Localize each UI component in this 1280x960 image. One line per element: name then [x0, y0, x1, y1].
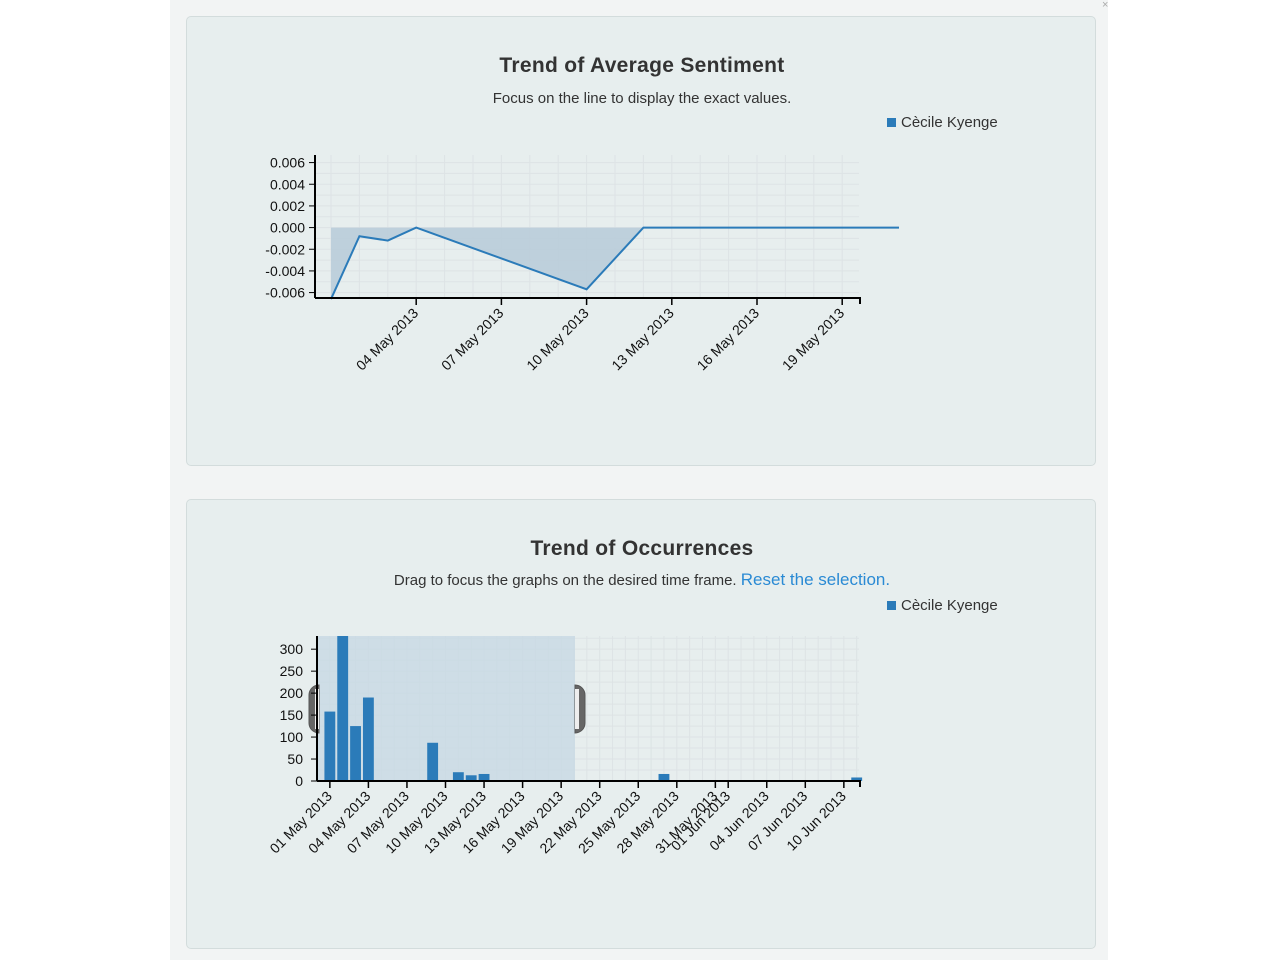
y-tick-label: -0.004: [265, 263, 305, 279]
legend-label: Cècile Kyenge: [901, 114, 998, 131]
occurrence-bar[interactable]: [324, 711, 336, 781]
occurrence-bar[interactable]: [427, 742, 439, 781]
y-tick-label: 0.002: [270, 198, 305, 214]
occurrences-chart-title: Trend of Occurrences: [530, 537, 754, 560]
y-tick-label: 0.000: [270, 220, 305, 236]
y-tick-label: 300: [280, 641, 304, 657]
corner-mark: ×: [1102, 0, 1109, 11]
occurrence-bar[interactable]: [478, 773, 490, 781]
legend-label: Cècile Kyenge: [901, 597, 998, 614]
y-tick-label: 0.004: [270, 176, 305, 192]
occurrence-bar[interactable]: [465, 775, 477, 781]
y-tick-label: 100: [280, 729, 304, 745]
y-tick-label: -0.002: [265, 241, 305, 257]
occurrence-bar[interactable]: [658, 773, 670, 781]
y-tick-label: 150: [280, 707, 304, 723]
right-brush-handle-grip[interactable]: [575, 689, 579, 729]
y-tick-label: -0.006: [265, 285, 305, 301]
occurrences-legend[interactable]: Cècile Kyenge: [887, 597, 998, 614]
occurrence-bar[interactable]: [851, 777, 863, 781]
occurrence-bar[interactable]: [337, 636, 349, 781]
sentiment-legend[interactable]: Cècile Kyenge: [887, 114, 998, 131]
sentiment-panel: Trend of Average Sentiment Focus on the …: [186, 16, 1096, 466]
x-tick-label: 10 May 2013: [523, 305, 592, 374]
y-tick-label: 0: [295, 773, 303, 789]
y-tick-label: 0.006: [270, 155, 305, 171]
x-tick-label: 04 May 2013: [353, 305, 422, 374]
occurrences-chart-subtitle: Drag to focus the graphs on the desired …: [187, 570, 1097, 590]
occurrence-bar[interactable]: [452, 772, 464, 781]
occurrences-subtitle-text: Drag to focus the graphs on the desired …: [393, 572, 737, 589]
occurrences-panel: Trend of Occurrences Drag to focus the g…: [186, 499, 1096, 949]
occurrence-bar[interactable]: [362, 697, 374, 781]
y-tick-label: 200: [280, 685, 304, 701]
occurrence-bar[interactable]: [350, 726, 361, 781]
legend-swatch: [887, 601, 896, 610]
sentiment-chart-title: Trend of Average Sentiment: [499, 54, 785, 77]
x-tick-label: 16 May 2013: [694, 305, 763, 374]
sentiment-chart[interactable]: -0.006 -0.004 -0.002 0.000 0.002 0.004 0.006 04…: [187, 17, 1097, 467]
y-tick-label: 50: [287, 751, 303, 767]
x-tick-label: 13 May 2013: [608, 305, 677, 374]
x-tick-label: 07 May 2013: [438, 305, 507, 374]
legend-swatch: [887, 118, 896, 127]
reset-selection-link[interactable]: Reset the selection.: [740, 570, 891, 589]
sentiment-line[interactable]: [330, 226, 899, 300]
y-tick-label: 250: [280, 663, 304, 679]
sentiment-chart-subtitle: Focus on the line to display the exact v…: [492, 90, 792, 107]
sentiment-area: [331, 227, 899, 300]
x-tick-label: 19 May 2013: [779, 305, 848, 374]
